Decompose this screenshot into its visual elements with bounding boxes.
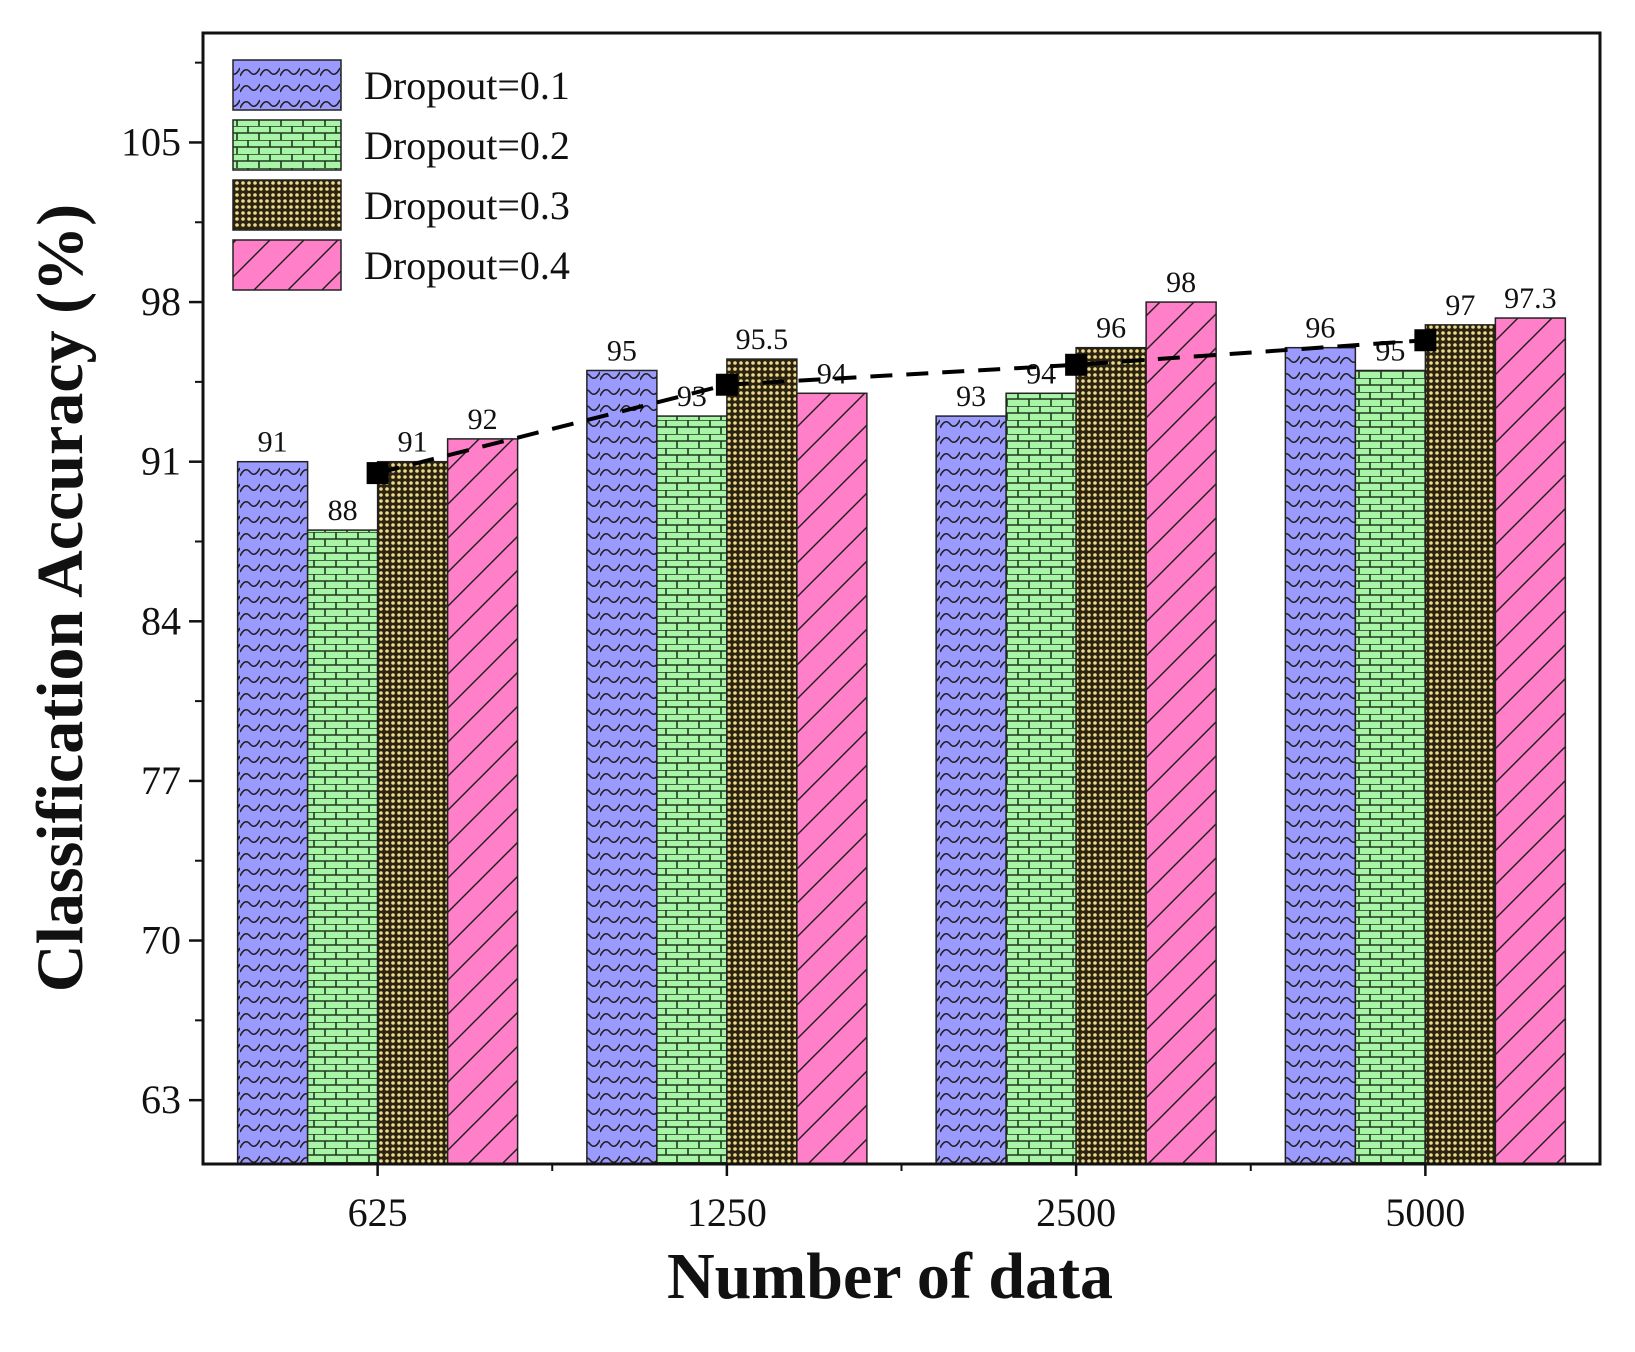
bar-dropout-0-4-1250 xyxy=(796,392,868,1165)
data-label: 97 xyxy=(1445,289,1475,322)
legend: Dropout=0.1 Dropout=0.2 Dropout=0.3 Dropout… xyxy=(232,59,570,291)
data-label: 94 xyxy=(1026,357,1056,390)
x-tick-label: 1250 xyxy=(687,1190,767,1235)
legend-label: Dropout=0.2 xyxy=(364,123,570,168)
trend-marker xyxy=(715,373,738,396)
bar-dropout-0-3-1250 xyxy=(726,358,798,1165)
data-label: 91 xyxy=(258,426,288,459)
trend-marker xyxy=(1065,353,1088,376)
bar-dropout-0-1-5000 xyxy=(1284,346,1357,1165)
legend-swatch xyxy=(232,179,342,231)
bar-dropout-0-1-625 xyxy=(236,460,309,1165)
x-tick-label: 5000 xyxy=(1385,1190,1465,1235)
y-tick-label: 63 xyxy=(141,1077,181,1122)
bar-dropout-0-2-2500 xyxy=(1005,392,1077,1165)
bar-dropout-0-1-1250 xyxy=(586,369,658,1165)
data-label: 95.5 xyxy=(736,323,789,356)
trend-line-layer xyxy=(366,329,1437,485)
data-label: 92 xyxy=(468,403,498,436)
data-label: 94 xyxy=(817,357,847,390)
bar-dropout-0-4-625 xyxy=(446,438,519,1165)
bar-dropout-0-2-1250 xyxy=(656,415,728,1165)
bars-layer xyxy=(236,301,1567,1165)
bar-dropout-0-3-2500 xyxy=(1075,346,1147,1165)
data-label: 96 xyxy=(1305,312,1335,345)
data-label: 98 xyxy=(1166,266,1196,299)
data-label: 97.3 xyxy=(1504,282,1557,315)
bar-dropout-0-3-5000 xyxy=(1424,324,1497,1165)
y-tick-label: 70 xyxy=(141,918,181,963)
bar-dropout-0-3-625 xyxy=(376,460,449,1165)
legend-swatch xyxy=(232,119,342,171)
trend-marker xyxy=(366,462,389,485)
bar-dropout-0-4-5000 xyxy=(1494,317,1567,1165)
data-labels-layer: 91 88 91 92 95 93 95.5 94 93 94 96 98 96 95 97 97.3 xyxy=(258,266,1557,527)
y-tick-label: 105 xyxy=(121,119,181,164)
legend-swatch xyxy=(232,59,342,111)
x-axis-title: Number of data xyxy=(667,1240,1113,1313)
legend-swatch xyxy=(232,239,342,291)
axes-layer: 625 1250 2500 5000 63 70 77 84 91 98 105 xyxy=(121,61,1465,1235)
data-label: 95 xyxy=(607,334,637,367)
x-tick-label: 2500 xyxy=(1036,1190,1116,1235)
y-tick-label: 98 xyxy=(141,279,181,324)
data-label: 95 xyxy=(1375,334,1405,367)
y-tick-label: 84 xyxy=(141,598,181,643)
bar-dropout-0-1-2500 xyxy=(935,415,1007,1165)
legend-label: Dropout=0.3 xyxy=(364,183,570,228)
bar-dropout-0-2-625 xyxy=(306,529,379,1165)
legend-label: Dropout=0.1 xyxy=(364,63,570,108)
y-tick-label: 91 xyxy=(141,439,181,484)
data-label: 93 xyxy=(677,380,707,413)
bar-dropout-0-2-5000 xyxy=(1354,369,1427,1165)
data-label: 91 xyxy=(398,426,428,459)
y-axis-title: Classification Accuracy (%) xyxy=(24,204,97,992)
data-label: 88 xyxy=(328,494,358,527)
bar-dropout-0-4-2500 xyxy=(1145,301,1217,1165)
trend-line xyxy=(377,338,1426,476)
data-label: 96 xyxy=(1096,312,1126,345)
legend-label: Dropout=0.4 xyxy=(364,243,570,288)
trend-marker xyxy=(1414,329,1437,352)
x-tick-label: 625 xyxy=(348,1190,408,1235)
data-label: 93 xyxy=(956,380,986,413)
y-tick-label: 77 xyxy=(141,758,181,803)
